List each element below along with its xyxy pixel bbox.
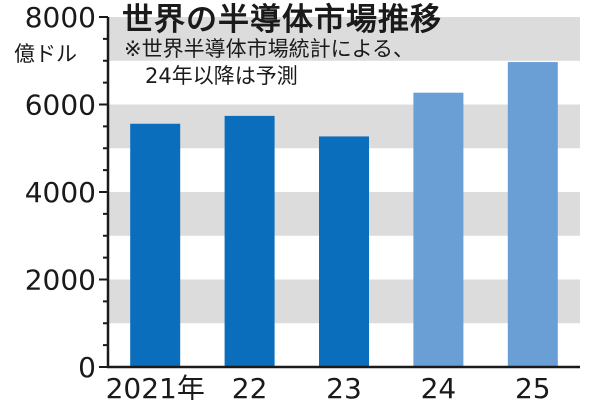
grid-band <box>108 17 580 61</box>
x-tick-label: 25 <box>515 372 551 400</box>
chart-note-line: ※世界半導体市場統計による、 <box>124 37 414 61</box>
chart-note-line: 24年以降は予測 <box>124 64 298 88</box>
y-axis: 0 2000 4000 6000 8000 <box>25 1 110 384</box>
chart-title: 世界の半導体市場推移 <box>122 2 442 38</box>
y-axis-unit: 億ドル <box>14 42 77 66</box>
bar-25 <box>507 62 558 367</box>
bar-2021年 <box>130 123 181 367</box>
bar-22 <box>224 115 275 367</box>
bar-23 <box>319 136 369 367</box>
y-tick-label: 0 <box>78 351 96 384</box>
bars <box>130 62 558 367</box>
y-tick-label: 2000 <box>25 264 96 297</box>
bar-24 <box>413 92 464 367</box>
x-tick-label: 2021年 <box>106 372 205 400</box>
x-tick-label: 22 <box>232 372 268 400</box>
x-tick-label: 23 <box>326 372 362 400</box>
x-tick-label: 24 <box>421 372 457 400</box>
chart-note: ※世界半導体市場統計による、 24年以降は予測 <box>124 36 414 90</box>
y-tick-label: 6000 <box>25 89 96 122</box>
y-tick-label: 4000 <box>25 176 96 209</box>
x-axis: 2021年 22 23 24 25 <box>106 365 580 400</box>
y-tick-label: 8000 <box>25 1 96 34</box>
